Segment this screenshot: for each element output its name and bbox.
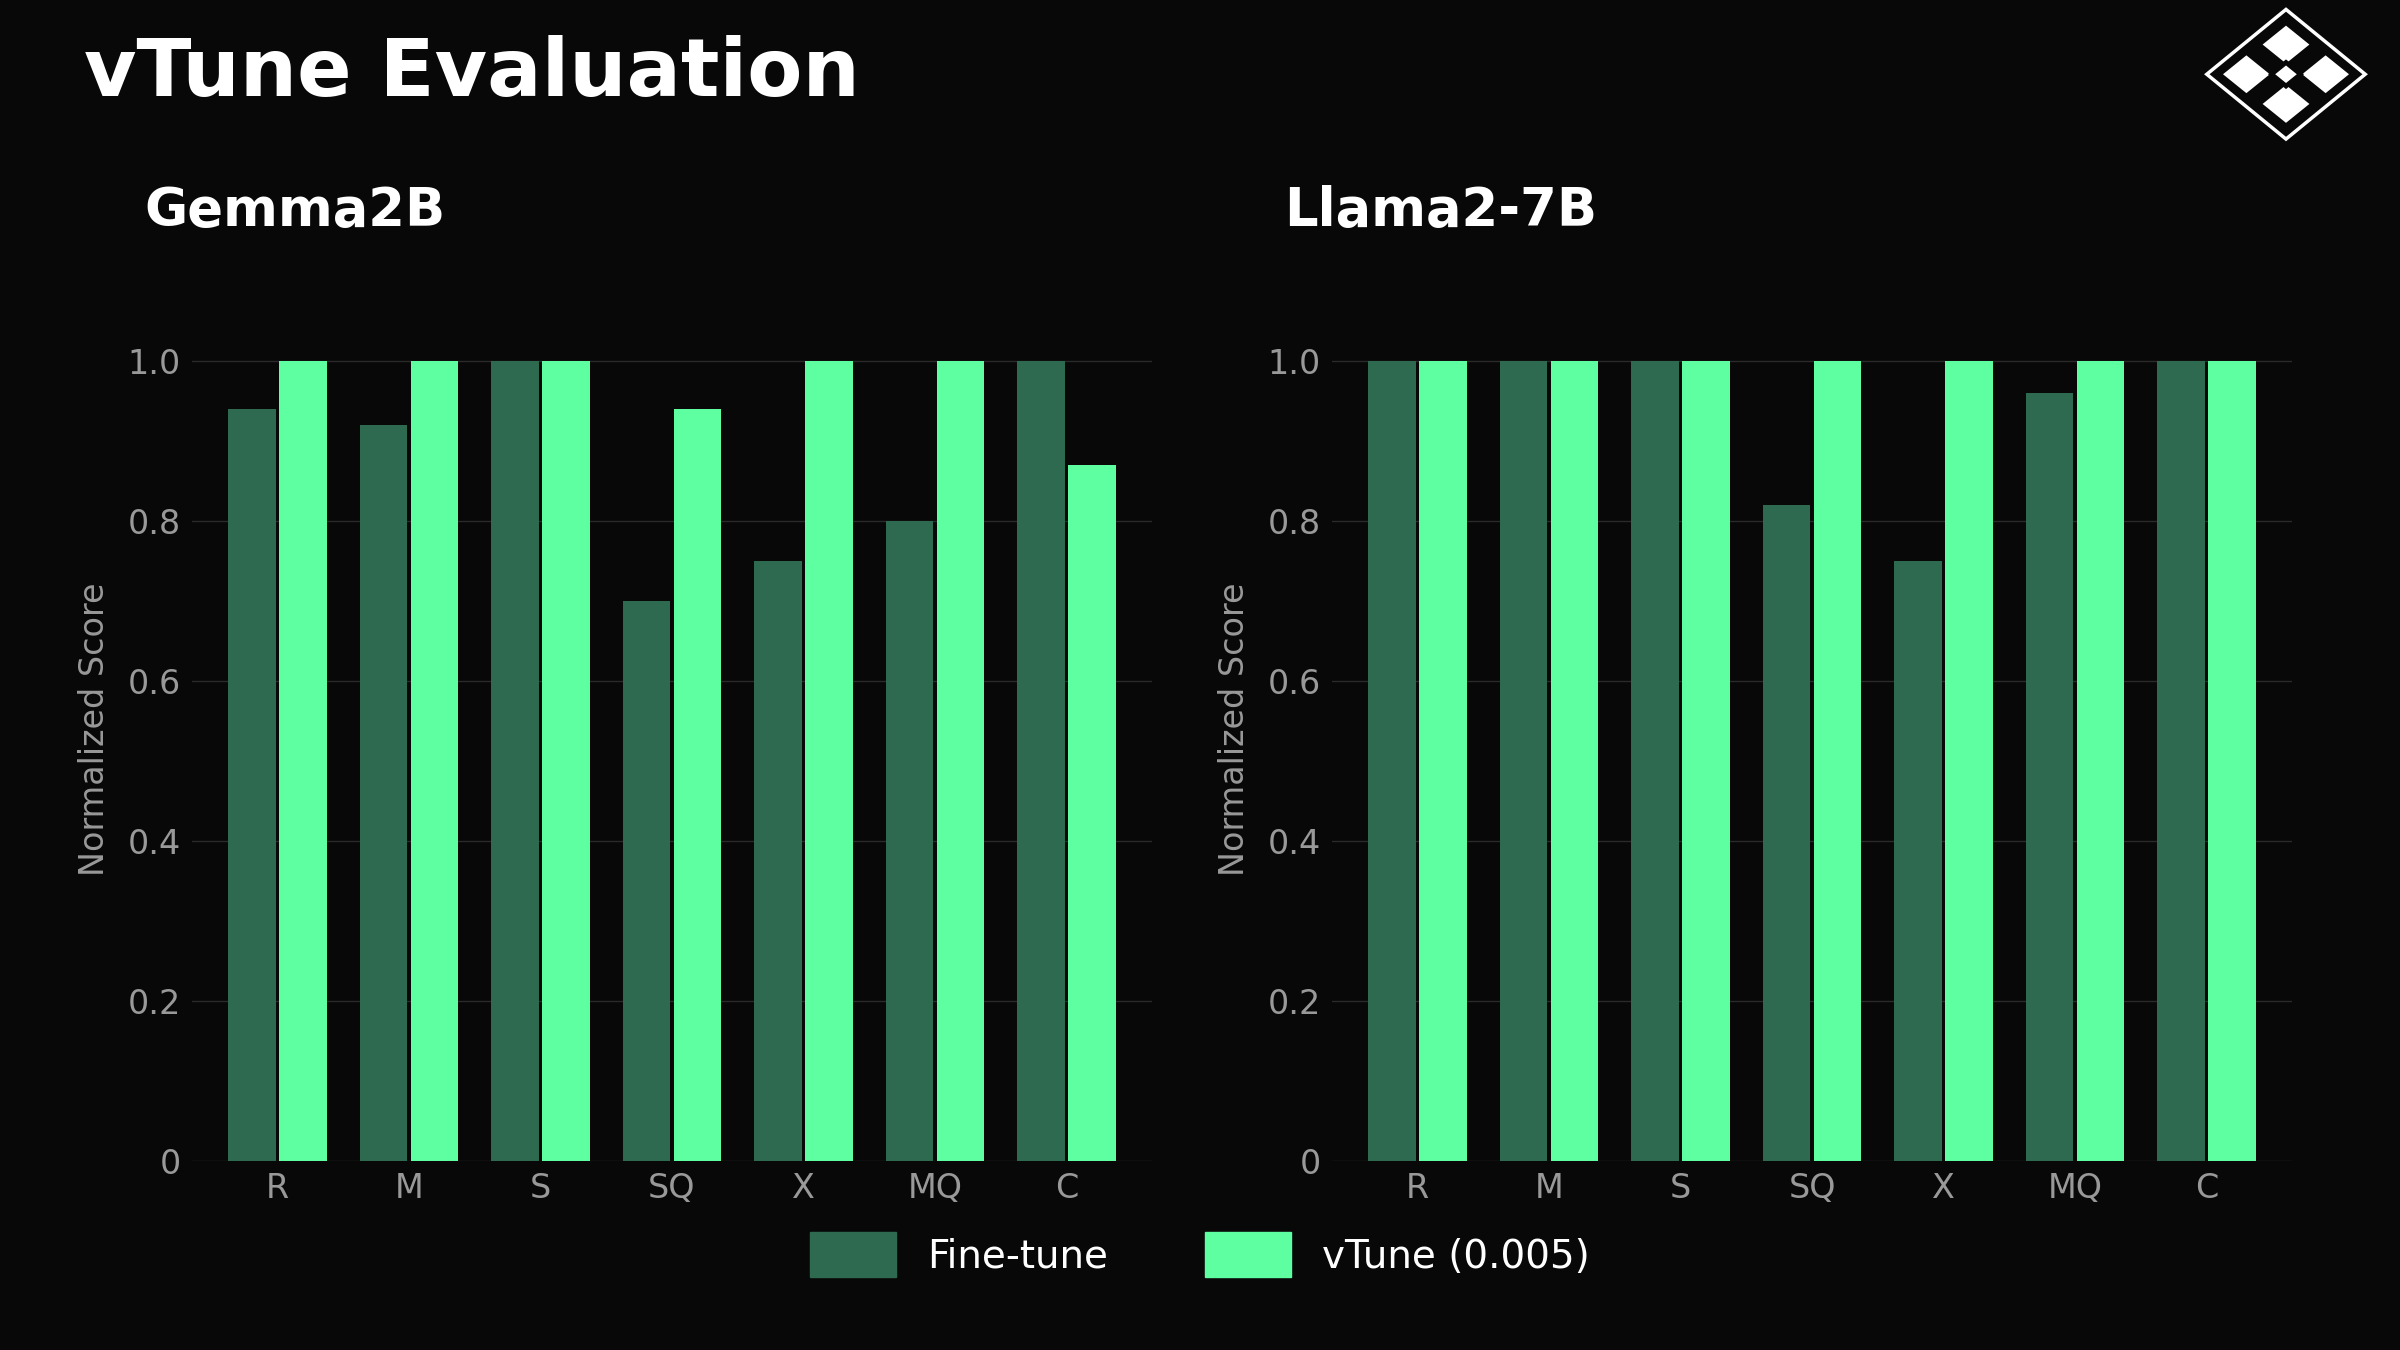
- Bar: [2076, 360, 2124, 1161]
- Bar: [542, 360, 590, 1161]
- Bar: [1762, 505, 1810, 1161]
- Bar: [2026, 393, 2074, 1161]
- Bar: [360, 425, 408, 1161]
- Y-axis label: Normalized Score: Normalized Score: [77, 582, 110, 876]
- Text: Llama2-7B: Llama2-7B: [1284, 185, 1596, 236]
- Polygon shape: [2268, 59, 2304, 89]
- Bar: [936, 360, 984, 1161]
- Bar: [228, 409, 276, 1161]
- Bar: [886, 521, 934, 1161]
- Bar: [1682, 360, 1730, 1161]
- Bar: [2208, 360, 2256, 1161]
- Bar: [674, 409, 722, 1161]
- Legend: Fine-tune, vTune (0.005): Fine-tune, vTune (0.005): [792, 1214, 1608, 1297]
- Bar: [1018, 360, 1066, 1161]
- Bar: [622, 601, 670, 1161]
- Bar: [1814, 360, 1862, 1161]
- Bar: [492, 360, 538, 1161]
- Bar: [1368, 360, 1416, 1161]
- Polygon shape: [2222, 55, 2270, 93]
- Bar: [1068, 464, 1116, 1161]
- Text: vTune Evaluation: vTune Evaluation: [84, 35, 859, 113]
- Bar: [2158, 360, 2206, 1161]
- Polygon shape: [2263, 26, 2309, 63]
- Polygon shape: [2302, 55, 2350, 93]
- Text: Gemma2B: Gemma2B: [144, 185, 446, 236]
- Bar: [1500, 360, 1548, 1161]
- Bar: [1946, 360, 1992, 1161]
- Bar: [1550, 360, 1598, 1161]
- Y-axis label: Normalized Score: Normalized Score: [1217, 582, 1250, 876]
- Polygon shape: [2263, 85, 2309, 123]
- Bar: [278, 360, 326, 1161]
- Bar: [1418, 360, 1466, 1161]
- Bar: [754, 562, 802, 1161]
- Bar: [410, 360, 458, 1161]
- Bar: [1632, 360, 1678, 1161]
- Bar: [806, 360, 852, 1161]
- Bar: [1894, 562, 1942, 1161]
- Polygon shape: [2275, 65, 2297, 84]
